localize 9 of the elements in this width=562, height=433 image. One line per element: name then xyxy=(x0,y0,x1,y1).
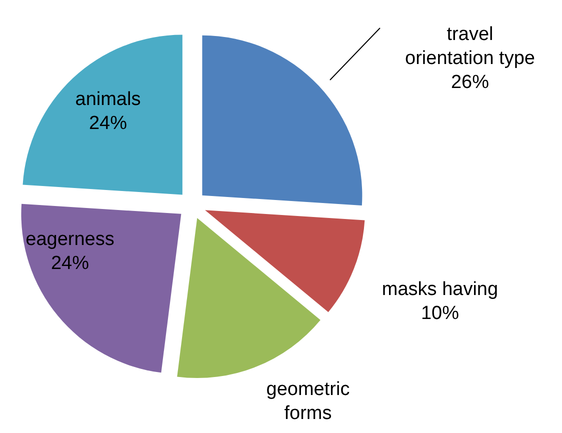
slice-label: travel orientation type xyxy=(405,24,535,69)
data-label: 24% xyxy=(50,253,90,274)
slice-label: geometric forms xyxy=(266,379,350,424)
data-label: 26% xyxy=(450,72,490,93)
data-label: 10% xyxy=(420,303,460,324)
slice-label: eagerness xyxy=(26,229,114,250)
data-label: 24% xyxy=(88,113,128,134)
slice-label: masks having xyxy=(382,279,498,300)
slice-label: animals xyxy=(75,89,141,110)
